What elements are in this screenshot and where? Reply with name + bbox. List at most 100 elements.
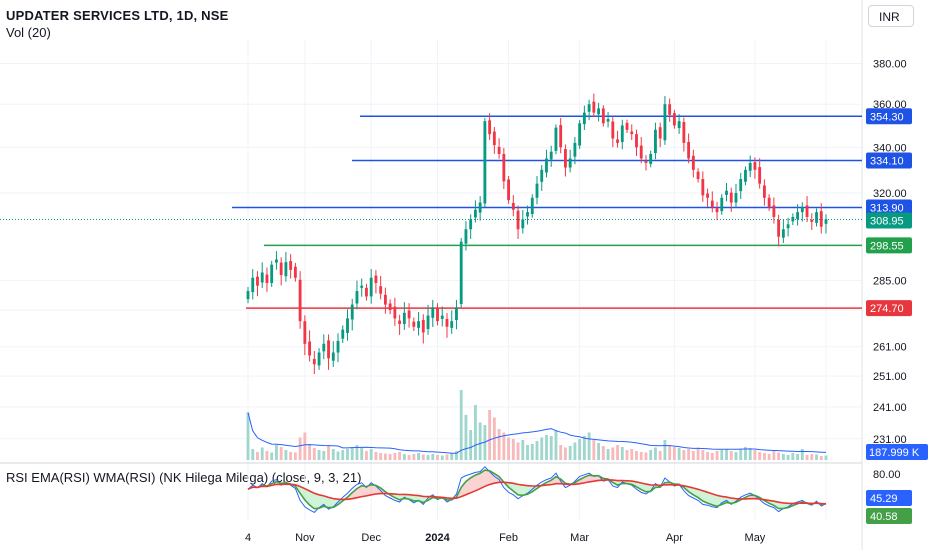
candle-body <box>772 205 776 217</box>
candle-body <box>402 312 406 324</box>
volume-bar <box>644 452 648 460</box>
level-price-tag-bg <box>866 108 912 125</box>
volume-bar <box>606 449 610 460</box>
candle-body <box>672 113 676 126</box>
candle-body <box>668 104 672 115</box>
volume-indicator-label[interactable]: Vol (20) <box>6 25 51 40</box>
volume-bar <box>535 441 539 460</box>
candle-body <box>592 101 596 113</box>
rsi-fill <box>480 470 485 489</box>
volume-bar <box>701 450 705 460</box>
volume-bar <box>554 430 558 460</box>
volume-bar <box>265 451 269 460</box>
rsi-fill <box>702 490 708 504</box>
volume-bar <box>663 440 667 460</box>
rsi-fill <box>778 502 784 509</box>
candle-body <box>748 163 752 171</box>
volume-bar <box>805 455 809 460</box>
time-tick-label: 2024 <box>425 532 450 544</box>
candle-body <box>483 121 487 204</box>
volume-bar <box>658 451 662 460</box>
candle-body <box>341 329 345 339</box>
volume-bar <box>365 451 368 460</box>
volume-bar <box>592 440 596 460</box>
level-price-tag: 354.30 <box>870 111 904 123</box>
time-tick-label: May <box>745 532 766 544</box>
volume-bar <box>327 446 330 460</box>
candle-body <box>450 321 454 328</box>
rsi-fill <box>328 497 334 508</box>
candle-body <box>488 120 492 135</box>
volume-bar <box>573 442 577 460</box>
level-price-tag-bg <box>866 199 912 216</box>
rsi-fill <box>314 493 320 509</box>
rsi-fill <box>518 484 523 496</box>
candle-body <box>611 121 615 139</box>
candle-body <box>412 321 416 327</box>
candle-body <box>407 310 411 319</box>
rsi-fill <box>636 481 642 490</box>
rsi-value-tag-bg <box>866 490 912 506</box>
volume-bar <box>293 452 297 460</box>
rsi-fill <box>470 475 476 493</box>
volume-bar <box>303 432 307 460</box>
candle-body <box>696 171 700 180</box>
volume-bar <box>620 447 624 460</box>
price-tick-label: 380.00 <box>873 58 907 70</box>
candle-body <box>587 104 591 112</box>
candle-body <box>360 285 364 288</box>
volume-bar <box>734 452 738 460</box>
volume-bar <box>402 454 406 460</box>
volume-bar <box>412 454 416 460</box>
candle-body <box>796 212 799 219</box>
volume-bar <box>587 432 591 460</box>
rsi-fill <box>475 473 481 491</box>
candle-body <box>729 192 733 203</box>
volume-bar <box>781 454 785 460</box>
volume-bar <box>639 452 643 460</box>
rsi-fill <box>773 501 779 509</box>
candle-body <box>715 208 719 213</box>
volume-bar <box>341 450 345 460</box>
volume-bar <box>791 453 795 460</box>
volume-tag-bg <box>866 444 928 460</box>
candle-body <box>327 340 330 359</box>
volume-bar <box>545 435 548 460</box>
rsi-tick-label: 80.00 <box>873 469 901 481</box>
price-tick-label: 241.00 <box>873 402 907 414</box>
level-price-tag-bg <box>866 152 912 169</box>
currency-selector[interactable]: INR <box>868 5 914 27</box>
support-resistance-levels[interactable] <box>232 115 862 309</box>
level-price-tag-bg <box>866 300 912 317</box>
price-tick-label: 285.00 <box>873 275 907 287</box>
volume-bar <box>601 446 605 460</box>
volume-bar <box>436 455 439 460</box>
candle-body <box>497 146 501 155</box>
volume-bar <box>417 453 420 460</box>
volume-bar <box>772 451 776 460</box>
candle-body <box>663 104 667 141</box>
volume-bar <box>696 447 700 460</box>
grid-lines <box>0 0 863 550</box>
volume-bar <box>379 453 383 460</box>
volume-bar <box>559 445 563 460</box>
volume-bar <box>350 447 354 460</box>
candle-body <box>436 307 439 322</box>
volume-bar <box>275 445 278 460</box>
volume-bar <box>810 454 814 460</box>
rsi-fill <box>579 477 585 484</box>
volume-bar <box>549 436 553 460</box>
price-tick-label: 320.00 <box>873 188 907 200</box>
candle-body <box>365 287 368 297</box>
volume-bars <box>246 390 828 460</box>
volume-last-tag: 187.999 K <box>869 447 920 459</box>
candle-body <box>810 219 814 222</box>
candle-body <box>805 205 809 217</box>
rsi-fill <box>513 483 519 495</box>
candle-body <box>270 264 274 284</box>
volume-bar <box>725 449 728 460</box>
volume-bar <box>407 455 411 460</box>
volume-bar <box>251 449 255 460</box>
volume-bar <box>691 451 695 460</box>
